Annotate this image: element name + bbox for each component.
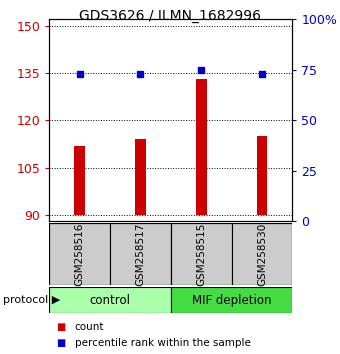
Text: control: control: [89, 293, 131, 307]
Text: ■: ■: [56, 338, 65, 348]
Text: GSM258517: GSM258517: [135, 222, 146, 286]
Text: protocol ▶: protocol ▶: [3, 295, 61, 305]
Text: ■: ■: [56, 322, 65, 332]
Text: MIF depletion: MIF depletion: [192, 293, 271, 307]
Bar: [196, 79, 207, 215]
Text: GDS3626 / ILMN_1682996: GDS3626 / ILMN_1682996: [79, 9, 261, 23]
Bar: [49, 223, 110, 285]
Text: percentile rank within the sample: percentile rank within the sample: [75, 338, 251, 348]
Bar: [257, 136, 268, 215]
Bar: [110, 223, 171, 285]
Bar: [135, 139, 146, 215]
Text: GSM258516: GSM258516: [75, 222, 85, 286]
Bar: [171, 223, 232, 285]
Bar: [232, 223, 292, 285]
Text: count: count: [75, 322, 104, 332]
Bar: [49, 287, 171, 313]
Text: GSM258530: GSM258530: [257, 222, 267, 286]
Bar: [74, 145, 85, 215]
Text: GSM258515: GSM258515: [196, 222, 206, 286]
Bar: [171, 287, 292, 313]
